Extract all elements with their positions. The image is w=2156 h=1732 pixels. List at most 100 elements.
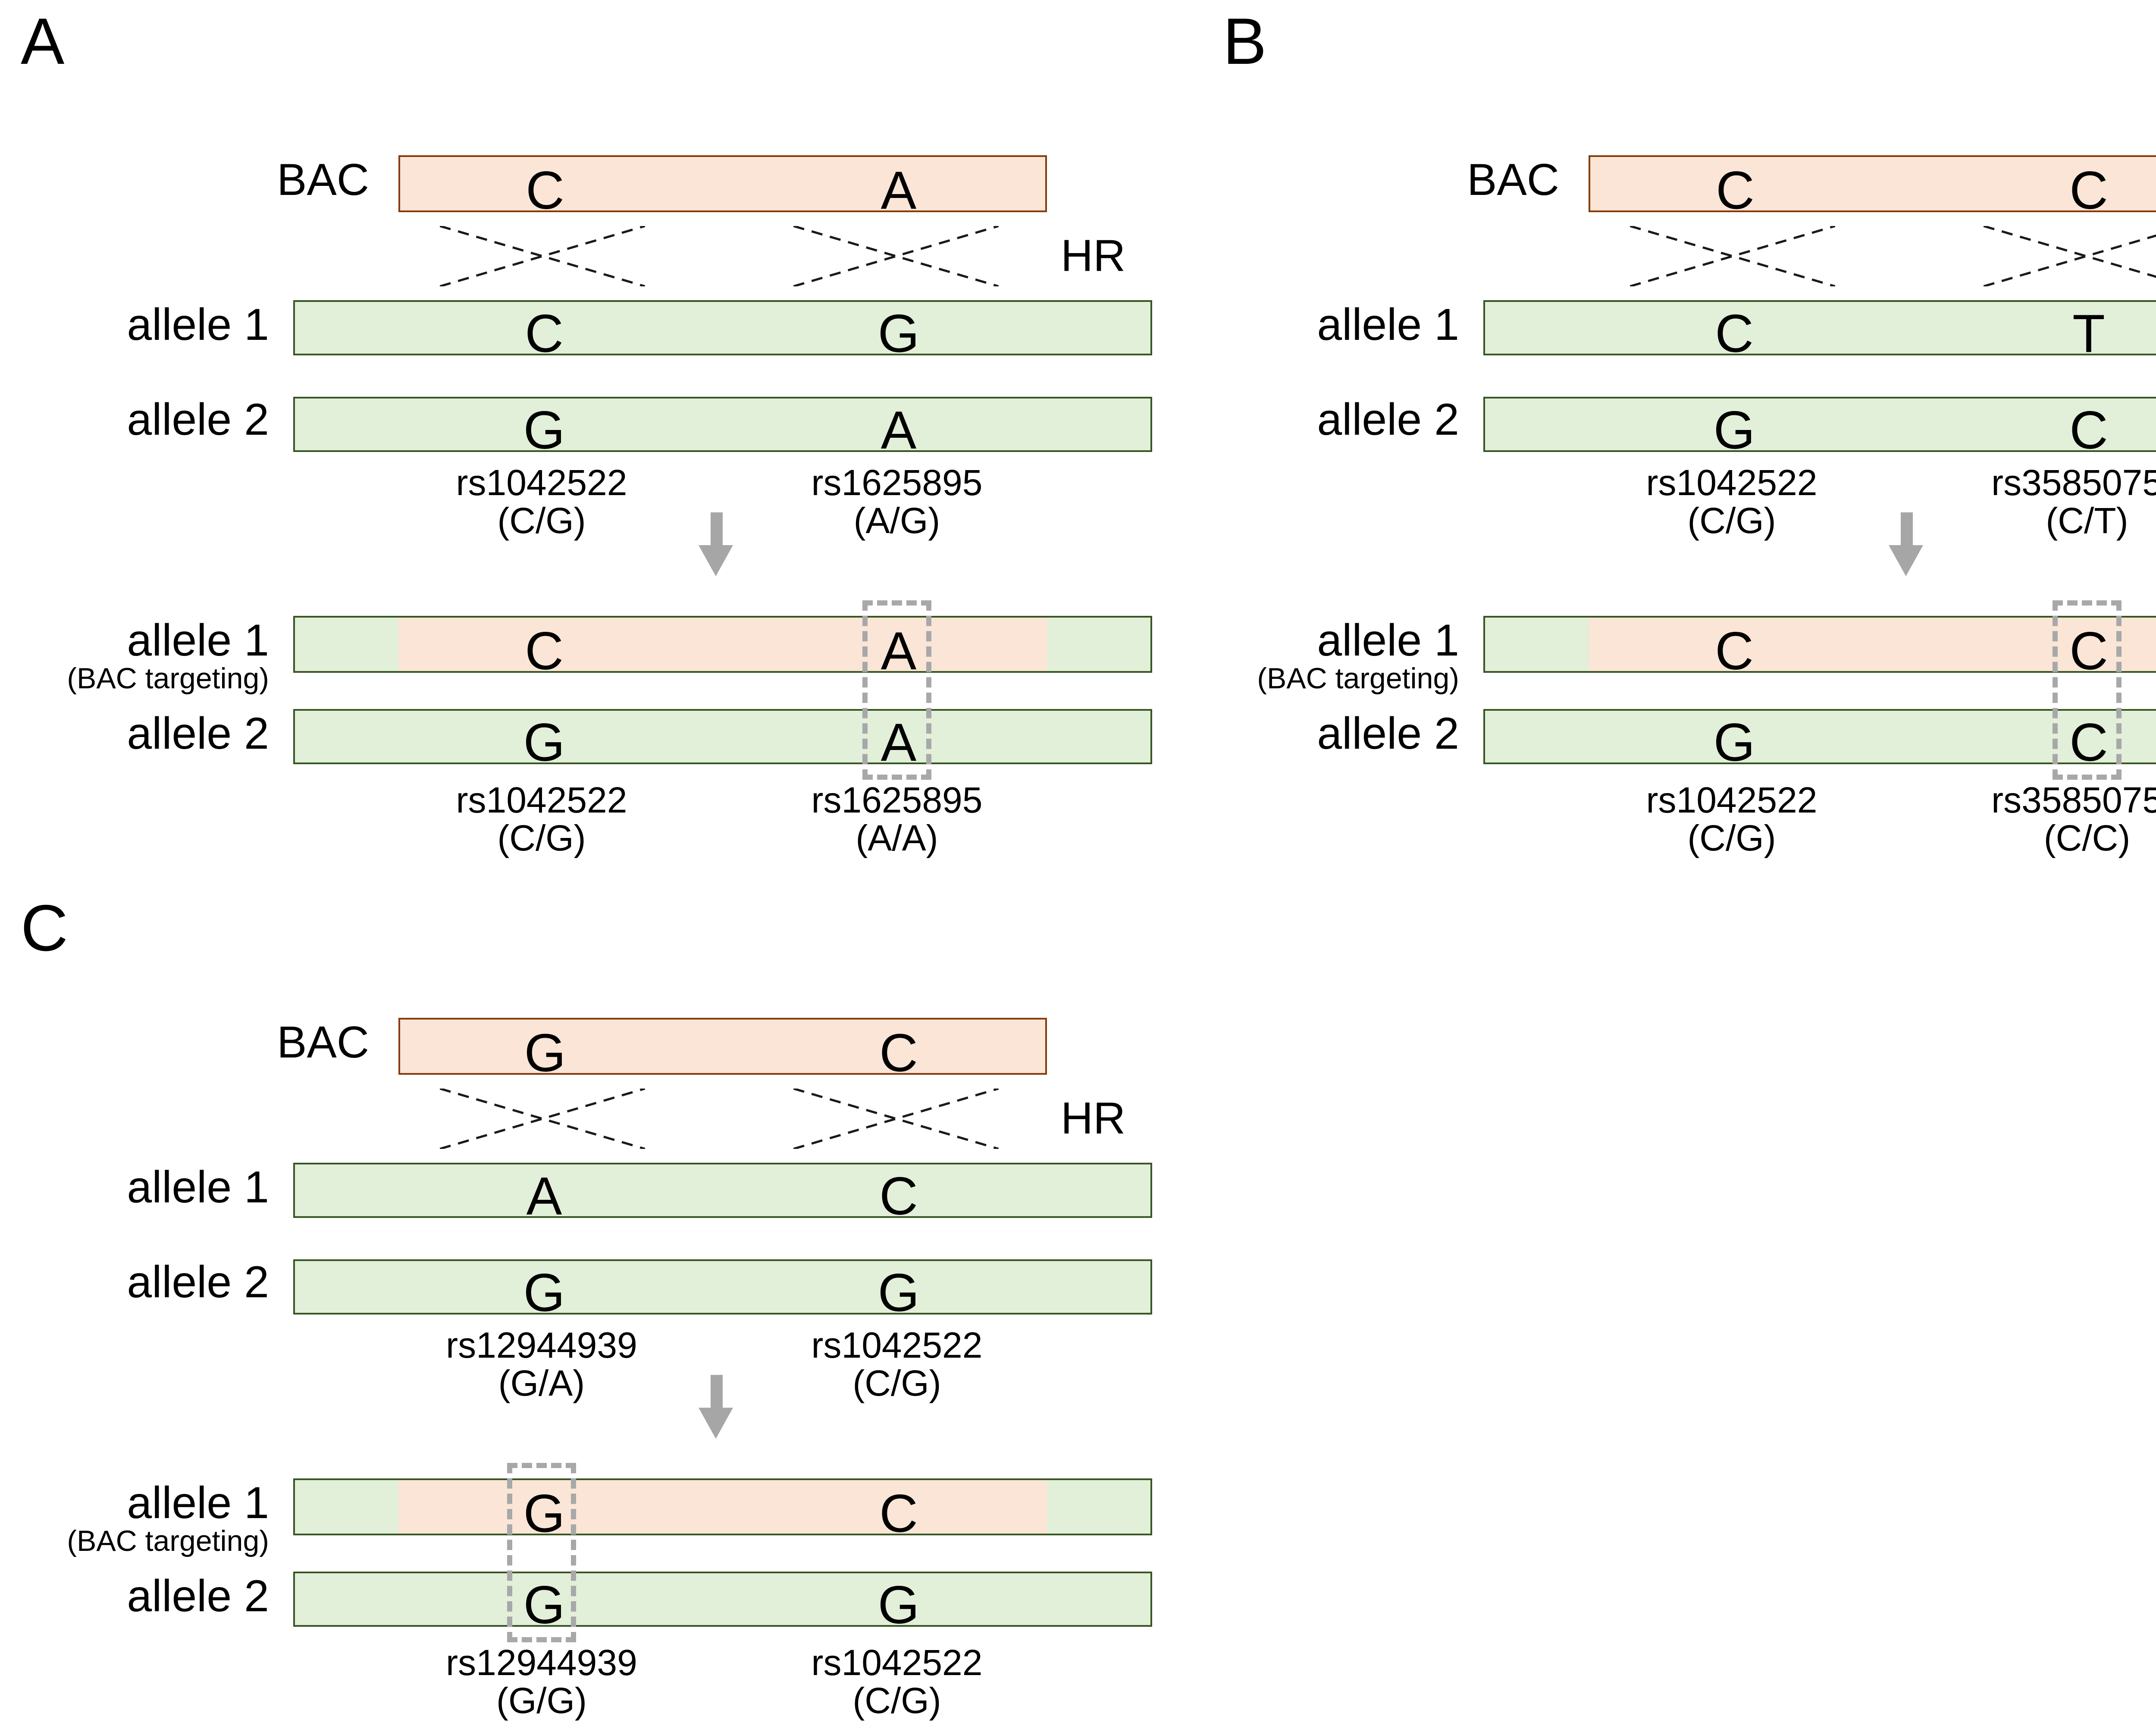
snp2-name: rs1042522 (811, 1644, 983, 1684)
integrated-bac-segment (398, 1479, 1047, 1533)
allele1-bac-targeting-label: allele 1 (BAC targeting) (0, 614, 269, 695)
snp1-genotype: (C/G) (497, 819, 586, 858)
allele2-label: allele 2 (127, 1256, 269, 1308)
recombination-cross-icon (793, 1089, 999, 1149)
recombination-cross-icon (440, 1089, 645, 1149)
allele1-snp1-letter: C (525, 304, 564, 364)
snp2-annotation: rs35850753 (C/T) (1897, 466, 2156, 540)
allele1-snp2-letter: T (2072, 304, 2105, 364)
allele2-after-snp2-letter: C (2069, 712, 2108, 773)
snp2-annotation: rs1625895 (A/G) (707, 466, 1087, 540)
recombination-cross-icon (1984, 226, 2156, 286)
allele1-after-bar: C C (1483, 615, 2156, 677)
snp2-result-annotation: rs1625895 (A/A) (707, 783, 1087, 857)
allele2-after-snp1-letter: G (523, 712, 565, 773)
allele2-snp1-letter: G (1713, 399, 1755, 460)
snp2-result-annotation: rs1042522 (C/G) (707, 1646, 1087, 1720)
bac-targeting-note: (BAC targeting) (67, 662, 269, 695)
snp1-name: rs1042522 (456, 781, 627, 821)
snp2-name: rs1042522 (811, 1327, 983, 1366)
bac-label: BAC (1467, 154, 1559, 205)
highlighted-snp-box (2053, 600, 2122, 780)
allele2-after-snp1-letter: G (1713, 712, 1755, 773)
allele2-bar: G A (293, 396, 1152, 456)
recombination-cross-icon (440, 226, 645, 286)
allele1-bac-targeting-label: allele 1 (BAC targeting) (0, 1479, 269, 1558)
bac-snp1-letter: G (524, 1023, 566, 1083)
snp2-name: rs35850753 (1991, 781, 2156, 821)
bac-snp1-letter: C (526, 160, 564, 221)
panel-b-letter: B (1223, 7, 1267, 79)
panel-a: A BAC C A HR allele 1 C G allele 2 G A r… (0, 0, 1194, 869)
allele2-after-bar: G G (293, 1572, 1152, 1632)
allele1-label: allele 1 (127, 614, 269, 666)
recombination-cross-icon (1630, 226, 1835, 286)
allele1-after-snp2-letter: A (881, 620, 917, 681)
snp1-name: rs12944939 (446, 1327, 637, 1366)
allele1-after-snp1-letter: C (525, 620, 564, 681)
allele1-bar: C T (1483, 300, 2156, 361)
arrow-head (699, 1408, 733, 1439)
allele2-label: allele 2 (1317, 393, 1459, 445)
snp2-genotype: (C/G) (852, 1681, 941, 1721)
allele1-label: allele 1 (127, 1161, 269, 1213)
snp1-genotype: (G/G) (496, 1681, 587, 1721)
snp2-annotation: rs1042522 (C/G) (707, 1328, 1087, 1403)
snp1-annotation: rs1042522 (C/G) (1542, 466, 1921, 540)
snp1-result-annotation: rs1042522 (C/G) (1542, 783, 1921, 857)
snp1-genotype: (C/G) (497, 501, 586, 541)
highlighted-snp-box (507, 1463, 576, 1642)
highlighted-snp-box (862, 600, 931, 780)
allele2-snp1-letter: G (523, 1262, 565, 1322)
allele1-after-snp2-letter: C (2069, 620, 2108, 681)
snp2-genotype: (A/A) (856, 819, 938, 858)
allele2-snp2-letter: C (2069, 399, 2108, 460)
allele2-after-snp2-letter: A (881, 712, 917, 773)
allele2-after-snp2-letter: G (877, 1575, 920, 1635)
snp2-name: rs35850753 (1991, 464, 2156, 504)
arrow-shaft (710, 1375, 722, 1409)
bac-label: BAC (277, 1016, 369, 1068)
integrated-bac-segment (398, 617, 1047, 670)
allele1-label: allele 1 (1317, 614, 1459, 666)
panel-c: C BAC G C HR allele 1 A C allele 2 G G r… (0, 863, 1194, 1732)
allele1-after-snp2-letter: C (879, 1483, 918, 1543)
snp2-genotype: (C/G) (852, 1364, 941, 1403)
snp2-genotype: (C/C) (2043, 819, 2131, 858)
integrated-bac-segment (1589, 617, 2156, 670)
recombination-cross-icon (793, 226, 999, 286)
allele2-label: allele 2 (127, 393, 269, 445)
snp2-name: rs1625895 (811, 464, 983, 504)
snp1-annotation: rs1042522 (C/G) (352, 466, 731, 540)
down-arrow-icon (1889, 512, 1923, 578)
allele1-bar: C G (293, 300, 1152, 361)
arrow-head (699, 545, 733, 576)
allele1-label: allele 1 (127, 298, 269, 350)
snp2-genotype: (A/G) (853, 501, 940, 541)
allele1-snp1-letter: C (1715, 304, 1754, 364)
allele2-snp1-letter: G (523, 399, 565, 460)
allele2-bar: G C (1483, 396, 2156, 456)
bac-targeting-note: (BAC targeting) (67, 1525, 269, 1558)
arrow-head (1889, 545, 1923, 576)
bac-snp2-letter: C (879, 1023, 918, 1083)
snp1-name: rs1042522 (1646, 464, 1818, 504)
snp2-result-annotation: rs35850753 (C/C) (1897, 783, 2156, 857)
allele2-label: allele 2 (1317, 707, 1459, 759)
snp1-genotype: (C/G) (1687, 501, 1776, 541)
allele1-snp2-letter: C (879, 1166, 918, 1227)
arrow-shaft (710, 512, 722, 547)
snp1-result-annotation: rs1042522 (C/G) (352, 783, 731, 857)
snp1-name: rs1042522 (456, 464, 627, 504)
bac-snp2-letter: C (2069, 160, 2108, 221)
snp1-genotype: (C/G) (1687, 819, 1776, 858)
snp1-annotation: rs12944939 (G/A) (352, 1328, 731, 1403)
panel-a-letter: A (21, 7, 65, 79)
bac-bar: C A (398, 155, 1047, 217)
allele2-after-bar: G C (1483, 709, 2156, 769)
down-arrow-icon (699, 512, 733, 578)
allele2-label: allele 2 (127, 1570, 269, 1622)
allele1-bac-targeting-label: allele 1 (BAC targeting) (1156, 614, 1459, 695)
bac-snp1-letter: C (1716, 160, 1755, 221)
allele1-after-snp1-letter: G (523, 1483, 565, 1543)
